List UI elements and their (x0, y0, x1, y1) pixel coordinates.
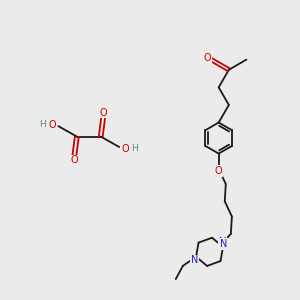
Text: N: N (191, 255, 198, 265)
Text: O: O (70, 155, 78, 166)
Text: N: N (220, 239, 227, 249)
Text: H: H (39, 120, 46, 129)
Text: O: O (122, 143, 129, 154)
Text: O: O (100, 108, 107, 118)
Text: O: O (49, 120, 56, 130)
Text: O: O (204, 53, 211, 63)
Text: O: O (215, 166, 223, 176)
Text: H: H (131, 144, 138, 153)
Text: N: N (219, 237, 226, 247)
